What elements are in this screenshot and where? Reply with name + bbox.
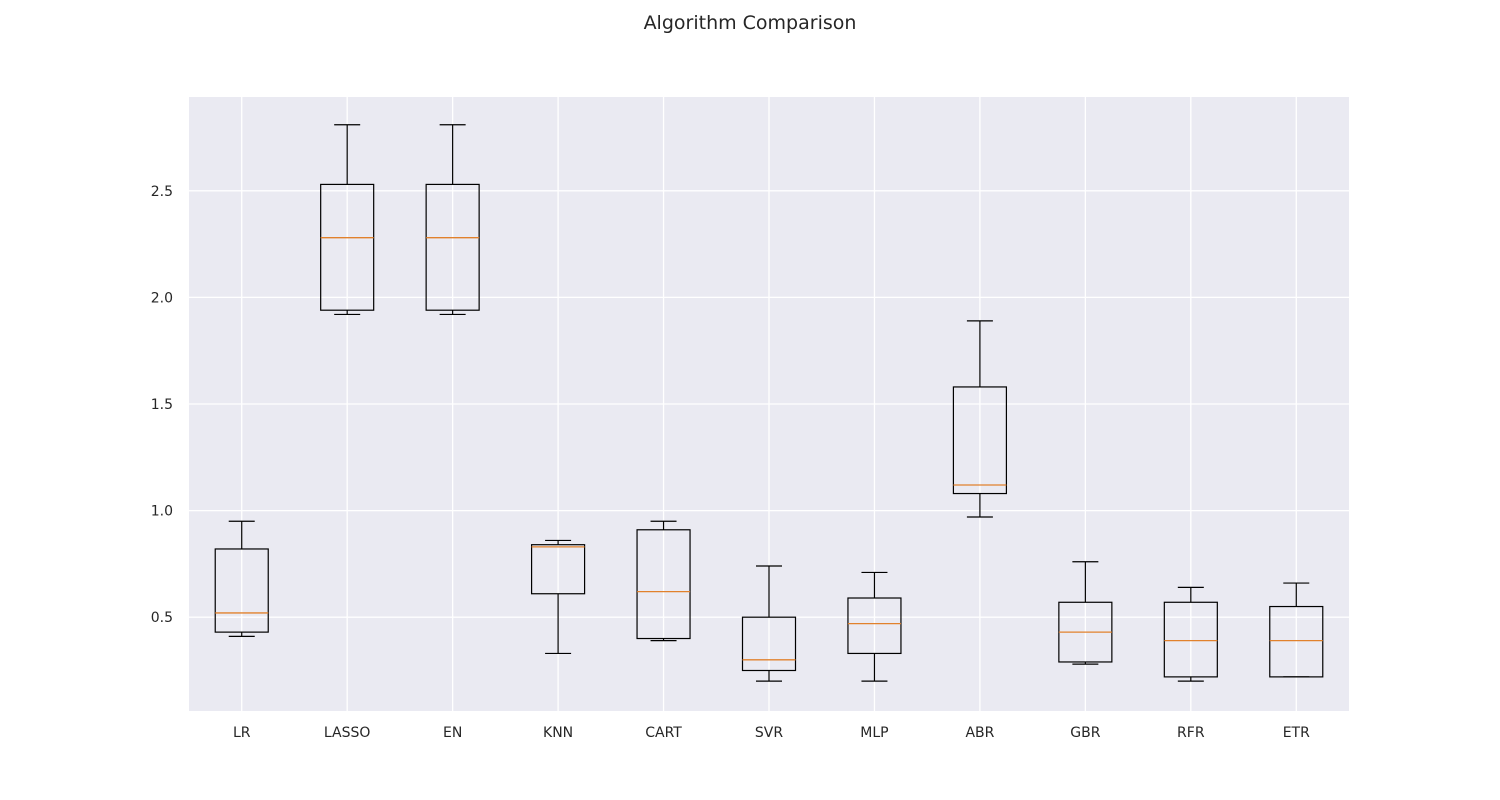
box-mlp — [847, 571, 902, 682]
box-svr — [741, 565, 797, 682]
x-tick-labels: LR LASSO EN KNN CART SVR MLP ABR GBR RFR ETR — [233, 725, 1310, 741]
chart-title: Algorithm Comparison — [643, 12, 857, 34]
x-tick-label: GBR — [1070, 725, 1100, 741]
box-gbr — [1058, 561, 1113, 665]
y-tick-label: 2.5 — [151, 184, 173, 200]
x-tick-label: MLP — [860, 725, 888, 741]
x-tick-label: SVR — [755, 725, 783, 741]
iqr-box — [530, 544, 586, 595]
box-abr — [952, 320, 1008, 518]
box-series — [214, 124, 1324, 682]
y-tick-label: 0.5 — [151, 610, 173, 626]
box-lr — [214, 520, 269, 637]
box-knn — [530, 539, 586, 655]
x-tick-label: CART — [645, 725, 682, 741]
x-tick-label: EN — [443, 725, 462, 741]
y-tick-label: 1.5 — [151, 397, 173, 413]
iqr-box — [425, 183, 480, 311]
iqr-box — [1163, 601, 1218, 678]
x-tick-label: LR — [233, 725, 251, 741]
iqr-box — [847, 597, 902, 655]
box-rfr — [1163, 586, 1218, 682]
x-tick-label: LASSO — [324, 725, 371, 741]
iqr-box — [741, 616, 797, 672]
box-etr — [1269, 582, 1324, 678]
y-tick-label: 1.0 — [151, 504, 173, 520]
iqr-box — [952, 386, 1008, 495]
iqr-box — [320, 183, 375, 311]
iqr-box — [1269, 605, 1324, 678]
y-tick-labels: 0.5 1.0 1.5 2.0 2.5 — [151, 184, 173, 626]
x-tick-label: ABR — [965, 725, 994, 741]
y-tick-label: 2.0 — [151, 290, 173, 306]
iqr-box — [636, 529, 691, 640]
box-en — [425, 124, 480, 316]
box-lasso — [320, 124, 375, 316]
x-tick-label: RFR — [1177, 725, 1205, 741]
box-cart — [636, 520, 691, 642]
x-tick-label: ETR — [1283, 725, 1310, 741]
iqr-box — [214, 548, 269, 633]
x-tick-label: KNN — [543, 725, 573, 741]
